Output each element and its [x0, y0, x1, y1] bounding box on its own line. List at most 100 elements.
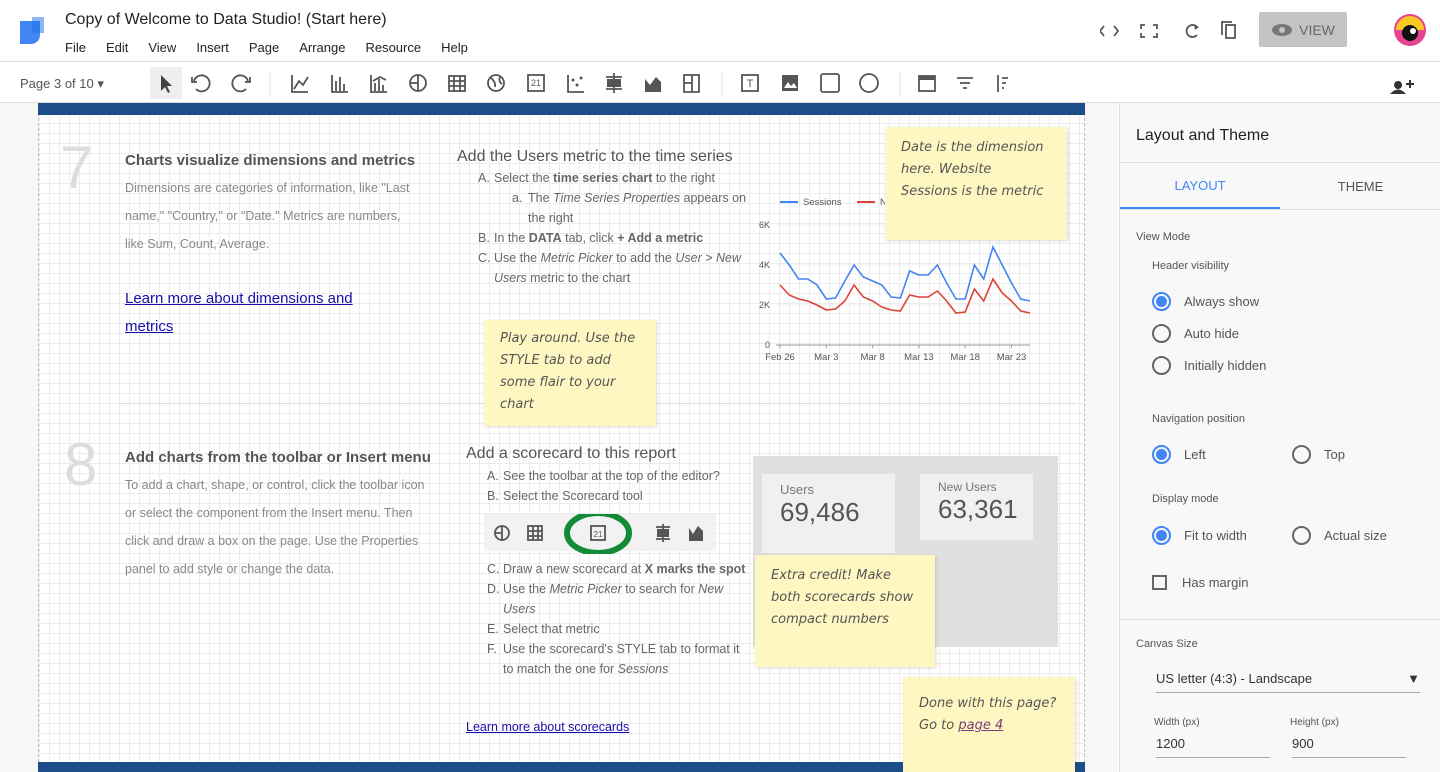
page-selector[interactable]: Page 3 of 10 ▾	[20, 76, 104, 91]
step-text: Use the Metric Picker to add the User > …	[494, 248, 750, 288]
y-tick-label: 4K	[759, 260, 770, 270]
radio-option[interactable]: Left	[1152, 445, 1292, 464]
size-dropdown[interactable]: US letter (4:3) - Landscape ▼	[1156, 671, 1420, 693]
menu-bar: File Edit View Insert Page Arrange Resource Hel…	[65, 40, 488, 55]
sticky-note[interactable]: Date is the dimension here. Website Sess…	[885, 127, 1067, 240]
note-link[interactable]: page 4	[958, 718, 1004, 733]
step-part: Select the	[494, 171, 554, 185]
step-part: to the right	[652, 171, 715, 185]
section-heading: Add charts from the toolbar or Insert me…	[125, 449, 431, 466]
step-marker: A.	[487, 469, 499, 483]
menu-item[interactable]: View	[148, 40, 177, 55]
avatar[interactable]	[1393, 13, 1427, 47]
step-part: time series chart	[553, 171, 653, 185]
radio-option[interactable]: Auto hide	[1152, 324, 1266, 343]
view-button[interactable]: VIEW	[1259, 12, 1347, 47]
menu-item[interactable]: Resource	[365, 40, 422, 55]
checkbox-label: Has margin	[1182, 575, 1249, 590]
radio-button[interactable]	[1152, 324, 1171, 343]
help-link[interactable]: Learn more about dimensions and metrics	[125, 290, 353, 335]
radio-option[interactable]: Initially hidden	[1152, 356, 1266, 375]
menu-item[interactable]: Help	[441, 40, 468, 55]
radio-label: Always show	[1184, 294, 1260, 309]
header-icons[interactable]	[1100, 20, 1240, 42]
section-label: View Mode	[1136, 231, 1191, 243]
menu-item[interactable]: Arrange	[299, 40, 346, 55]
report-title[interactable]: Copy of Welcome to Data Studio! (Start h…	[65, 11, 387, 28]
radio-button[interactable]	[1152, 292, 1171, 311]
checkbox[interactable]: Has margin	[1152, 575, 1248, 590]
footer-band	[38, 762, 1085, 772]
legend-label: Sessions	[803, 197, 842, 208]
scorecard[interactable]: Users 69,486	[762, 474, 895, 553]
step-part: Select that metric	[503, 622, 600, 636]
width-input[interactable]: 1200	[1156, 736, 1270, 758]
radio-option[interactable]: Always show	[1152, 292, 1266, 311]
tab[interactable]: LAYOUT	[1120, 163, 1280, 209]
field-label: Height (px)	[1290, 717, 1339, 728]
menu-item[interactable]: Page	[248, 40, 280, 55]
scorecard[interactable]: New Users 63,361	[920, 474, 1033, 540]
scorecard-value: 63,361	[938, 494, 1018, 524]
radio-button[interactable]	[1292, 526, 1311, 545]
radio-label: Auto hide	[1184, 326, 1239, 341]
step-marker: C.	[487, 562, 500, 576]
properties-panel: Layout and Theme LAYOUT THEME View Mode …	[1119, 103, 1440, 772]
group-label: Display mode	[1152, 493, 1219, 505]
radio-option[interactable]: Top	[1292, 445, 1432, 464]
section-heading: Charts visualize dimensions and metrics	[125, 152, 416, 169]
toolbar-inset: 21	[484, 510, 716, 556]
radio-button[interactable]	[1152, 356, 1171, 375]
scorecard-icon-label: 21	[531, 78, 541, 88]
x-tick-label: Mar 18	[950, 352, 980, 363]
logo[interactable]	[18, 17, 46, 45]
step-part: appears on the right	[528, 191, 747, 225]
header: Copy of Welcome to Data Studio! (Start h…	[0, 0, 1440, 62]
radio-label: Top	[1324, 447, 1345, 462]
field-label: Width (px)	[1154, 717, 1200, 728]
radio-button[interactable]	[1152, 526, 1171, 545]
step-part: Sessions	[617, 662, 669, 676]
height-input[interactable]: 900	[1292, 736, 1406, 758]
tool-icons[interactable]: 21 T	[140, 67, 1430, 99]
step-part: Select the Scorecard tool	[503, 489, 643, 503]
sticky-note[interactable]: Extra credit! Make both scorecards show …	[755, 555, 935, 667]
radio-button[interactable]	[1292, 445, 1311, 464]
task-title: Add a scorecard to this report	[466, 445, 676, 462]
step-text: Select that metric	[503, 619, 600, 639]
radio-option[interactable]: Actual size	[1292, 526, 1432, 545]
step-part: X marks the spot	[644, 562, 746, 576]
header-band	[38, 103, 1085, 115]
note-text: Done with this page? Go to	[919, 696, 1057, 733]
help-link[interactable]: Learn more about scorecards	[466, 720, 630, 734]
series-line	[779, 277, 1031, 314]
eye-icon	[1272, 23, 1293, 36]
menu-item[interactable]: Edit	[105, 40, 129, 55]
svg-text:T: T	[747, 78, 754, 90]
group-label: Navigation position	[1152, 413, 1245, 425]
sticky-note[interactable]: Done with this page? Go to page 4	[903, 677, 1075, 772]
sticky-note[interactable]: Play around. Use the STYLE tab to add so…	[484, 320, 656, 426]
inset-icons: 21	[494, 510, 703, 556]
step: C. Draw a new scorecard at X marks the sp…	[487, 559, 749, 579]
tab[interactable]: THEME	[1337, 178, 1384, 194]
step-list: A. Select the time series chart to the ri…	[478, 168, 750, 288]
step-text: The Time Series Properties appears on th…	[528, 188, 750, 228]
y-tick-label: 6K	[759, 220, 770, 230]
menu-item[interactable]: File	[65, 40, 86, 55]
group-label: Header visibility	[1152, 260, 1230, 272]
radio-option[interactable]: Fit to width	[1152, 526, 1292, 545]
step-marker: B.	[478, 231, 490, 245]
radio-button[interactable]	[1152, 445, 1171, 464]
step-text: See the toolbar at the top of the editor…	[503, 466, 720, 486]
step-part: The	[528, 191, 554, 205]
scorecard-label: New Users	[938, 480, 997, 494]
step: E. Select that metric	[487, 619, 749, 639]
menu-item[interactable]: Insert	[196, 40, 229, 55]
step: B. Select the Scorecard tool	[487, 486, 749, 506]
step: F. Use the scorecard's STYLE tab to forma…	[487, 639, 749, 679]
section-body: To add a chart, shape, or control, click…	[125, 478, 425, 576]
step-part: Use the	[503, 582, 550, 596]
